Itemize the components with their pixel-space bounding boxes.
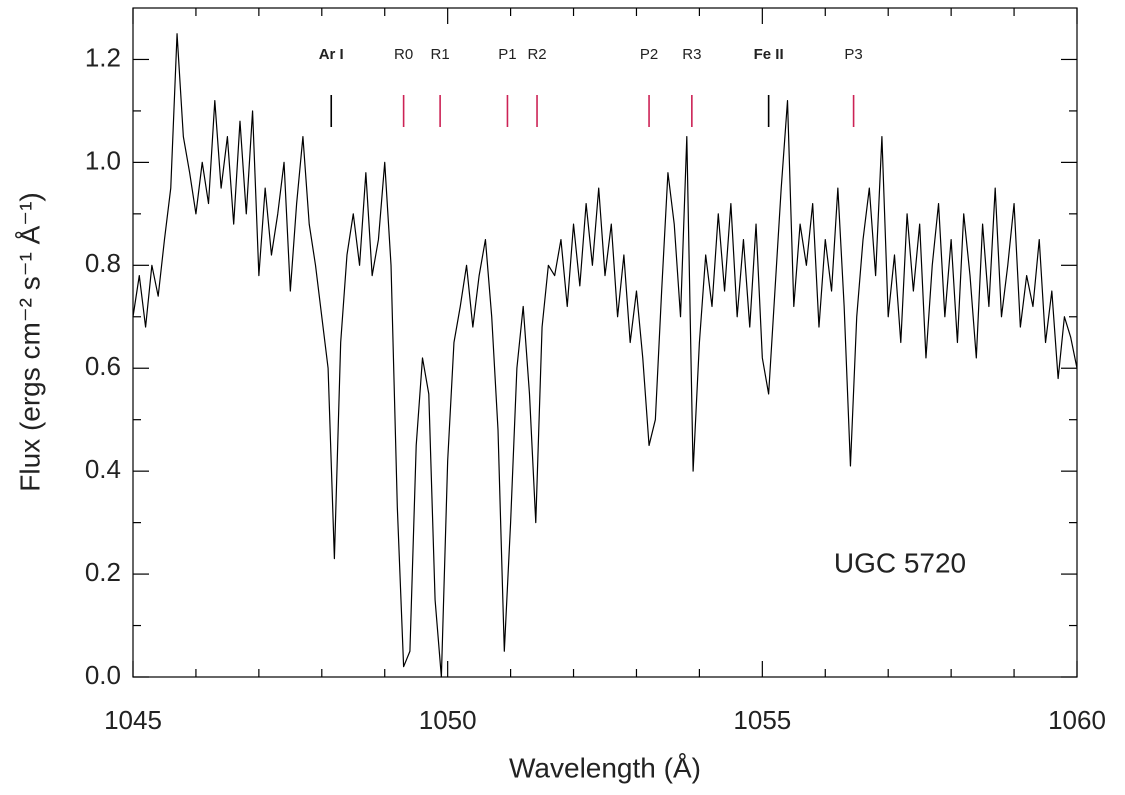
x-tick-label: 1045 <box>104 705 162 735</box>
y-tick-label: 0.8 <box>85 248 121 278</box>
spectrum-line <box>132 33 1078 678</box>
x-tick-label: 1060 <box>1048 705 1106 735</box>
x-tick-label: 1050 <box>419 705 477 735</box>
line-label: R0 <box>394 46 413 63</box>
y-tick-label: 0.6 <box>85 351 121 381</box>
y-tick-label: 0.4 <box>85 454 121 484</box>
plot-frame <box>132 7 1078 678</box>
y-tick-label: 1.0 <box>85 145 121 175</box>
x-tick-label: 1055 <box>733 705 791 735</box>
line-label: Fe II <box>754 46 784 63</box>
y-tick-label: 0.2 <box>85 557 121 587</box>
line-label: R3 <box>682 46 701 63</box>
x-axis-label: Wavelength (Å) <box>509 752 701 783</box>
line-label: P3 <box>844 46 862 63</box>
line-label: P1 <box>498 46 516 63</box>
y-axis-label: Flux (ergs cm⁻² s⁻¹ Å⁻¹) <box>14 192 45 491</box>
object-label: UGC 5720 <box>834 547 966 578</box>
line-label: R1 <box>431 46 450 63</box>
line-label: P2 <box>640 46 658 63</box>
line-label: R2 <box>527 46 546 63</box>
y-tick-label: 1.2 <box>85 42 121 72</box>
y-tick-label: 0.0 <box>85 660 121 690</box>
line-label: Ar I <box>319 46 344 63</box>
